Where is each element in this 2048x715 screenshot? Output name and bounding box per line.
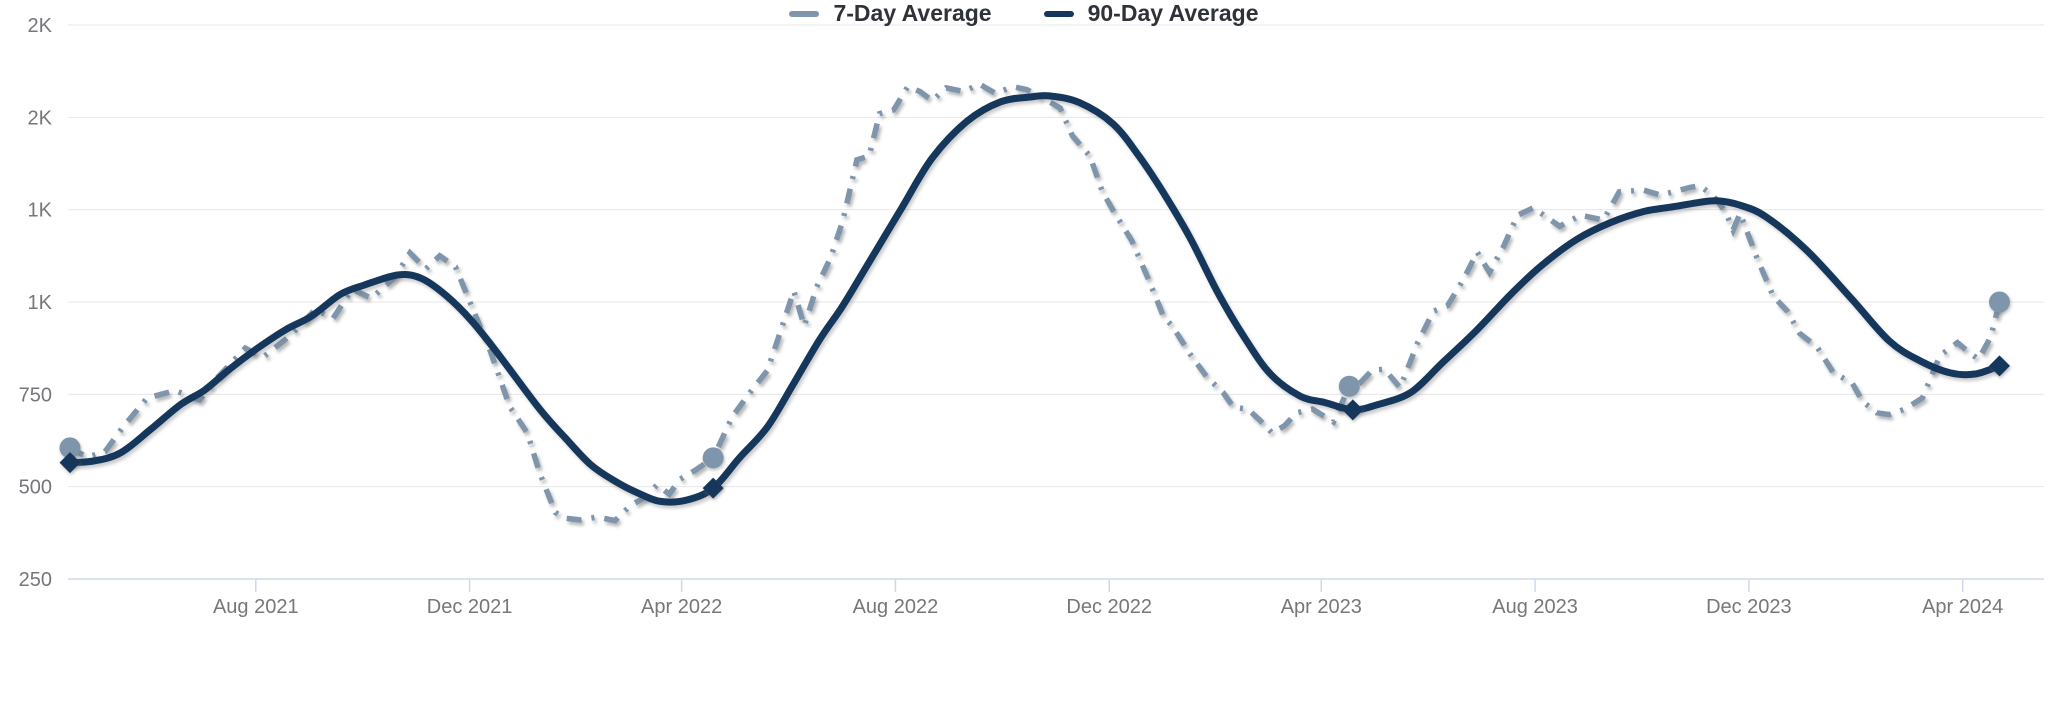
90-day-average-point-marker[interactable] — [1342, 399, 1364, 421]
x-axis-label: Dec 2021 — [427, 596, 513, 618]
y-axis-label: 500 — [19, 477, 52, 499]
x-axis-label: Dec 2023 — [1706, 596, 1792, 618]
series-line-7-day-average — [68, 80, 2003, 524]
y-axis-label: 2K — [28, 107, 53, 129]
90-day-average-swatch-icon — [1043, 10, 1074, 17]
legend-item-7-day-average[interactable]: 7-Day Average — [789, 0, 992, 27]
series-line-90-day-average — [66, 92, 2003, 506]
7-day-average-point-marker[interactable] — [1338, 375, 1360, 397]
y-axis-label: 1K — [28, 292, 53, 314]
x-axis-label: Apr 2022 — [641, 596, 722, 618]
7-day-average-swatch-icon — [789, 10, 820, 17]
legend-item-90-day-average[interactable]: 90-Day Average — [1043, 0, 1259, 27]
x-axis-label: Apr 2024 — [1922, 596, 2003, 618]
7-day-average-point-marker[interactable] — [1988, 291, 2010, 313]
y-axis-label: 1K — [28, 200, 53, 222]
y-axis-label: 250 — [19, 569, 52, 591]
x-axis-label: Aug 2022 — [853, 596, 939, 618]
7-day-average-point-marker[interactable] — [702, 447, 724, 469]
legend-label-90-day-average: 90-Day Average — [1087, 0, 1259, 26]
y-axis-label: 750 — [19, 384, 52, 406]
y-axis-label: 2K — [28, 15, 53, 37]
chart-legend: 7-Day Average 90-Day Average — [0, 0, 2048, 27]
90-day-average-point-marker[interactable] — [702, 477, 724, 499]
x-axis-label: Aug 2023 — [1492, 596, 1578, 618]
90-day-average-point-marker[interactable] — [59, 452, 81, 474]
x-axis-label: Dec 2022 — [1066, 596, 1152, 618]
x-axis-label: Aug 2021 — [213, 596, 299, 618]
x-axis-label: Apr 2023 — [1281, 596, 1362, 618]
90-day-average-point-marker[interactable] — [1988, 355, 2010, 377]
legend-label-7-day-average: 7-Day Average — [833, 0, 992, 26]
7-day-average-point-marker[interactable] — [59, 437, 81, 459]
